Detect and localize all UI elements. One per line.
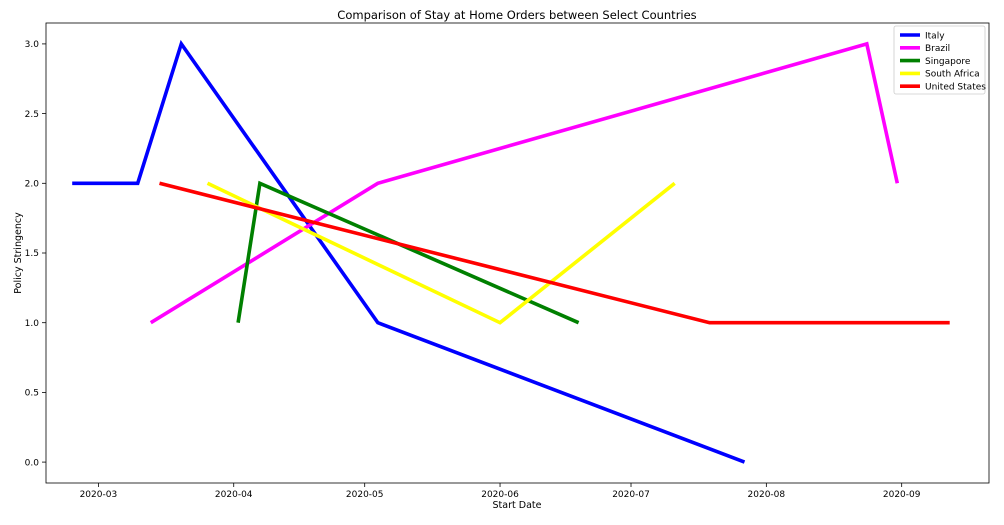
y-tick-label: 0.0 — [25, 458, 40, 468]
series-line-brazil — [149, 41, 900, 325]
y-tick-label: 1.5 — [25, 249, 39, 259]
legend-box — [893, 25, 986, 95]
legend-label-brazil: Brazil — [925, 44, 950, 54]
y-tick-label: 1.0 — [25, 319, 40, 329]
series-layer — [72, 39, 950, 464]
y-tick-label: 2.0 — [25, 180, 40, 190]
chart-title: Comparison of Stay at Home Orders betwee… — [337, 8, 696, 22]
x-tick-label: 2020-09 — [883, 490, 921, 500]
legend-label-united-states: United States — [925, 83, 986, 93]
x-tick-label: 2020-08 — [748, 490, 786, 500]
y-axis: 0.0 0.5 1.0 1.5 2.0 2.5 3.0 — [25, 40, 46, 468]
x-tick-label: 2020-03 — [80, 490, 118, 500]
legend: Italy Brazil Singapore South Africa United S… — [893, 25, 986, 95]
legend-label-italy: Italy — [925, 31, 945, 41]
legend-label-singapore: Singapore — [925, 57, 971, 67]
y-tick-label: 0.5 — [25, 389, 39, 399]
x-tick-label: 2020-07 — [612, 490, 650, 500]
y-tick-label: 3.0 — [25, 40, 40, 50]
x-tick-label: 2020-06 — [481, 490, 519, 500]
x-tick-label: 2020-04 — [215, 490, 253, 500]
x-axis: 2020-03 2020-04 2020-05 2020-06 2020-07 2020-… — [80, 483, 921, 500]
series-line-italy — [72, 39, 746, 464]
series-line-south-africa — [206, 181, 676, 325]
series-line-united-states — [159, 181, 950, 325]
y-axis-label: Policy Stringency — [13, 212, 24, 294]
y-tick-label: 2.5 — [25, 110, 39, 120]
x-tick-label: 2020-05 — [346, 490, 384, 500]
legend-label-south-africa: South Africa — [925, 70, 980, 80]
x-axis-label: Start Date — [493, 500, 542, 511]
series-line-singapore — [236, 180, 580, 325]
